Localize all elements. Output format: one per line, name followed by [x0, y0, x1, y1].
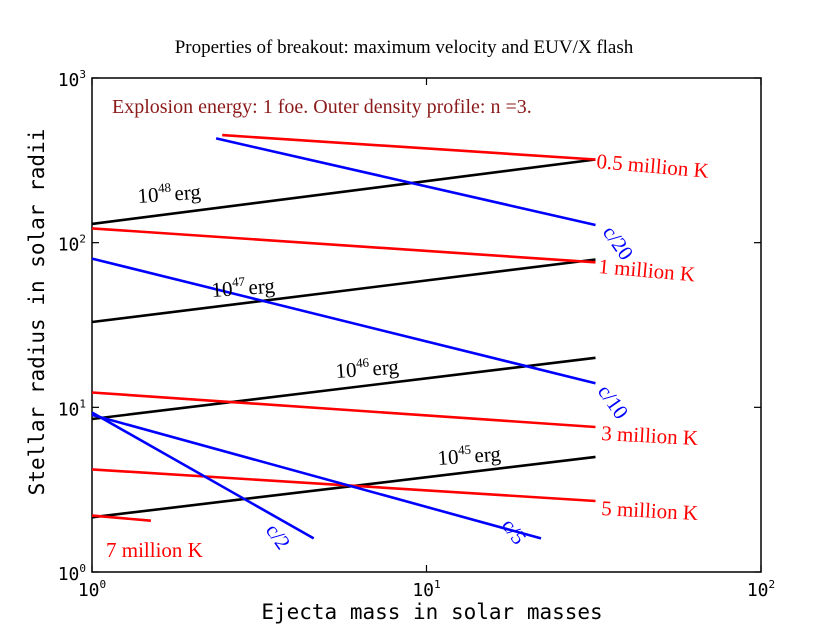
energy-line-label: 1047erg [211, 272, 277, 302]
energy-line-label: 1046erg [335, 353, 401, 383]
velocity-line [91, 413, 542, 540]
energy-line [91, 356, 596, 421]
y-tick-label: 100 [58, 562, 86, 585]
axis-ticks: 100 101 102 100 101 102 103 [58, 68, 775, 601]
x-tick-label: 101 [412, 578, 440, 601]
temperature-line [91, 391, 596, 429]
temperature-line-label: 5 million K [601, 496, 699, 525]
velocity-line [91, 411, 315, 540]
y-tick-label: 101 [58, 397, 86, 420]
y-axis-label: Stellar radius in solar radii [25, 129, 49, 496]
temperature-line-label: 3 million K [601, 421, 699, 450]
y-tick-label: 103 [58, 68, 86, 91]
temperature-line [91, 514, 152, 522]
energy-line-label: 1048erg [137, 178, 203, 208]
temperature-line [91, 227, 596, 264]
energy-line [91, 258, 596, 324]
energy-line-label: 1045erg [437, 440, 503, 470]
x-tick-label: 100 [78, 578, 106, 601]
energy-line [91, 455, 596, 519]
temperature-line [222, 133, 596, 161]
temperature-line-label: 7 million K [106, 538, 203, 562]
annotation-text: Explosion energy: 1 foe. Outer density p… [112, 96, 532, 118]
x-tick-label: 102 [747, 578, 775, 601]
series-group [91, 133, 596, 540]
velocity-line [91, 257, 596, 385]
y-tick-label: 102 [58, 233, 86, 256]
energy-line [91, 158, 596, 226]
chart-title: Properties of breakout: maximum velocity… [175, 37, 634, 58]
velocity-line [215, 137, 596, 227]
x-axis-label: Ejecta mass in solar masses [261, 600, 602, 624]
